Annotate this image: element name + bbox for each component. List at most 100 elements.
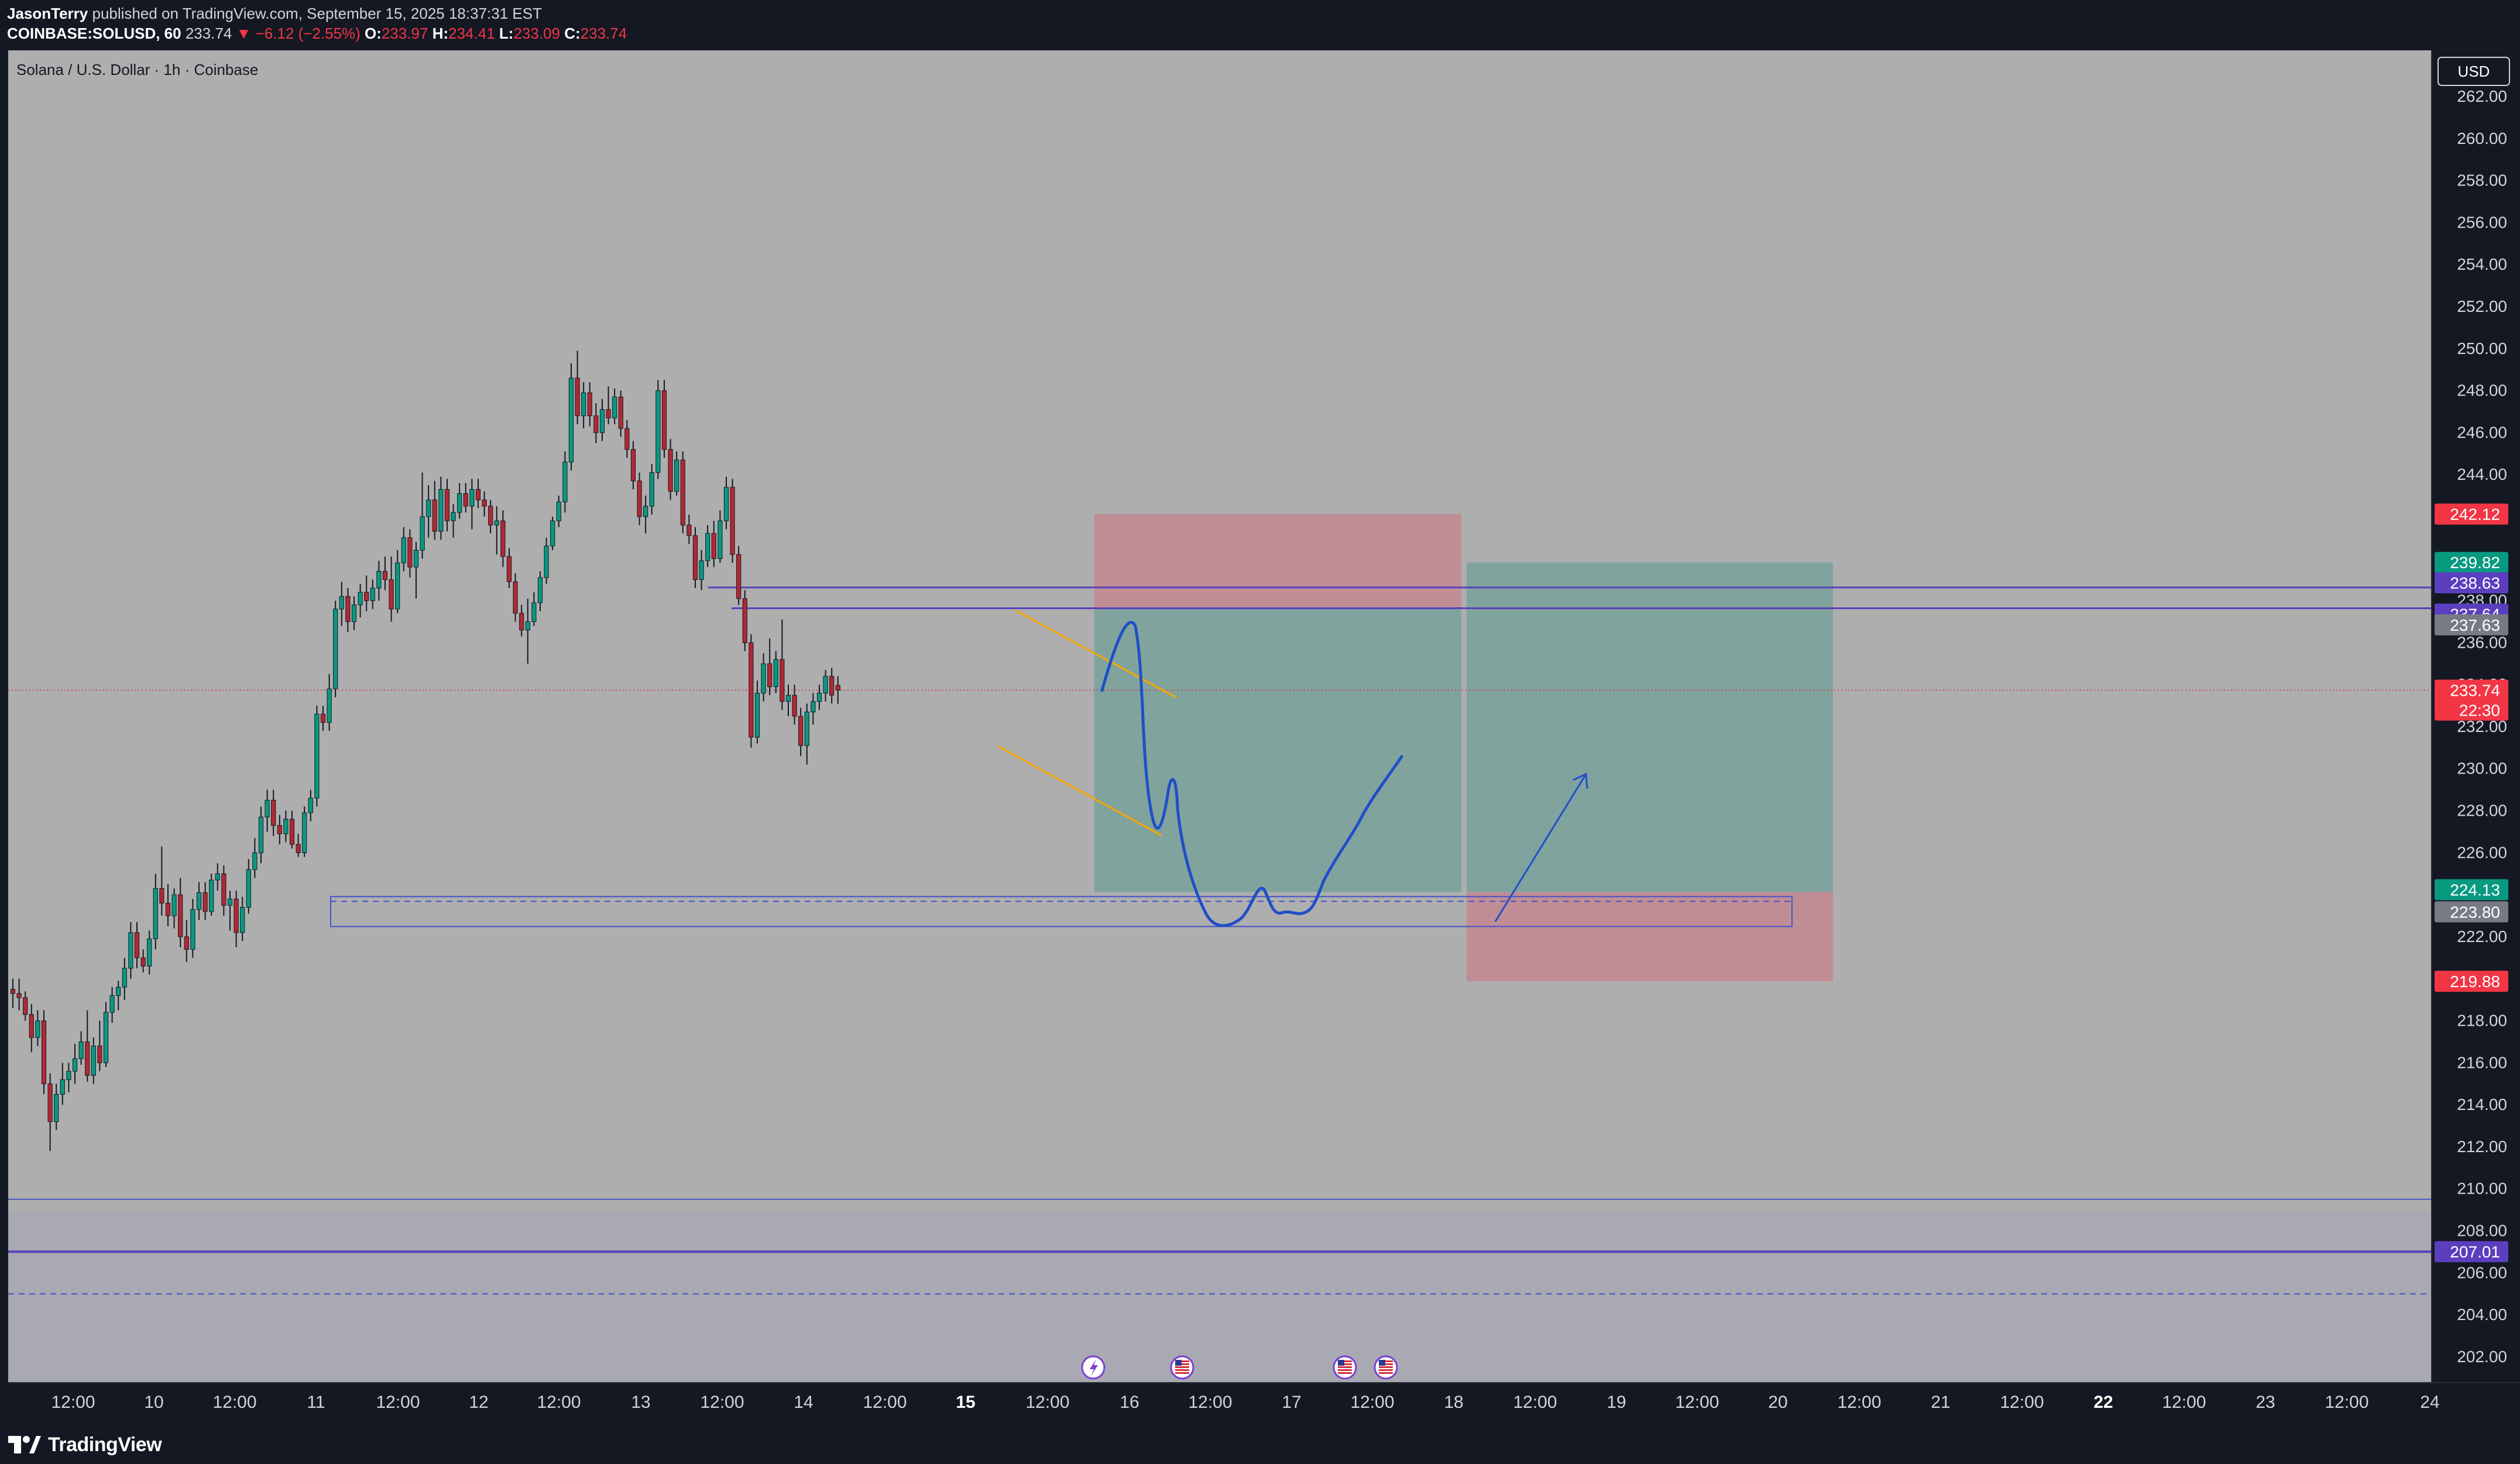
price-tick-label: 260.00 — [2457, 129, 2507, 147]
chart-title: Solana / U.S. Dollar · 1h · Coinbase — [16, 61, 258, 78]
high-value: 234.41 — [448, 25, 495, 42]
price-tick-label: 222.00 — [2457, 927, 2507, 946]
candle-body — [444, 489, 450, 521]
flag-stripe — [1379, 1372, 1393, 1374]
axis-price-label: 242.12 — [2435, 503, 2508, 525]
candle-body — [165, 903, 171, 916]
long-target-zone[interactable] — [1467, 562, 1833, 892]
time-tick-label: 21 — [1931, 1393, 1950, 1412]
candle-body — [140, 957, 146, 967]
currency-button[interactable]: USD — [2437, 57, 2510, 86]
time-tick-label: 18 — [1444, 1393, 1463, 1412]
candle-body — [730, 487, 735, 555]
candle-body — [376, 571, 382, 589]
projected-path-drawing[interactable] — [1100, 620, 1403, 927]
flag-stripe — [1338, 1360, 1352, 1362]
candle-body — [550, 520, 555, 547]
candle-body — [655, 390, 661, 473]
candle-body — [544, 545, 549, 578]
time-tick-label: 22 — [2093, 1393, 2113, 1412]
price-tick-label: 216.00 — [2457, 1053, 2507, 1071]
event-marker-us-flag-icon[interactable] — [1170, 1355, 1194, 1380]
time-tick-label: 12 — [469, 1393, 488, 1412]
price-tick-label: 250.00 — [2457, 339, 2507, 358]
time-axis-background — [0, 1383, 2520, 1424]
candle-body — [531, 602, 537, 622]
publish-info: published on TradingView.com, September … — [92, 5, 542, 22]
axis-price-label-text: 207.01 — [2450, 1243, 2500, 1261]
candle-body — [457, 493, 462, 513]
candle-body — [60, 1079, 65, 1095]
candle-body — [370, 587, 375, 602]
candle-body — [41, 1020, 47, 1084]
candle-body — [16, 993, 22, 998]
time-tick-label: 12:00 — [212, 1393, 256, 1412]
candle-body — [246, 869, 251, 908]
candle-body — [649, 472, 654, 507]
axis-price-label-bg — [2435, 552, 2508, 573]
event-marker-us-flag-icon[interactable] — [1374, 1355, 1398, 1380]
candle-body — [785, 695, 791, 702]
short-target-zone[interactable] — [1094, 608, 1461, 892]
candle-body — [618, 396, 623, 429]
low-value: 233.09 — [513, 25, 560, 42]
candle-body — [792, 695, 797, 717]
bolt-glyph — [1090, 1359, 1098, 1376]
candle-body — [525, 621, 530, 631]
event-marker-us-flag-icon[interactable] — [1333, 1355, 1357, 1380]
candle-body — [72, 1058, 78, 1072]
price-tick-label: 228.00 — [2457, 802, 2507, 820]
wedge-lower-line[interactable] — [997, 745, 1162, 837]
support-zone-box[interactable] — [330, 896, 1793, 927]
candle-body — [519, 613, 524, 631]
time-tick-label: 14 — [794, 1393, 813, 1412]
candle-body — [742, 598, 747, 643]
axis-price-label-text: 239.82 — [2450, 554, 2500, 572]
candle-body — [699, 560, 704, 580]
candle-body — [289, 819, 295, 845]
candle-body — [147, 939, 152, 967]
candle-body — [761, 663, 766, 694]
time-tick-label: 12:00 — [1675, 1393, 1719, 1412]
tradingview-logo[interactable]: TradingView — [8, 1432, 162, 1458]
axis-price-label: 233.74 22:30 — [2435, 679, 2508, 721]
time-tick-label: 12:00 — [2162, 1393, 2206, 1412]
flag-stripe — [1338, 1363, 1352, 1365]
candle-body — [283, 819, 289, 834]
flag-canton — [1379, 1360, 1385, 1366]
candle-body — [581, 392, 586, 417]
candle-body — [513, 581, 518, 614]
candle-body — [240, 907, 245, 933]
wedge-upper-line[interactable] — [1015, 609, 1177, 699]
price-tick-label: 248.00 — [2457, 382, 2507, 400]
long-arrow-shaft[interactable] — [1494, 774, 1587, 922]
candle-body — [749, 642, 754, 738]
publish-header: JasonTerry published on TradingView.com,… — [0, 0, 2520, 49]
short-stop-zone[interactable] — [1094, 514, 1461, 609]
price-tick-label: 208.00 — [2457, 1222, 2507, 1240]
author-name[interactable]: JasonTerry — [7, 5, 88, 22]
candle-body — [637, 480, 642, 517]
candle-body — [798, 716, 804, 746]
candle-body — [780, 659, 785, 702]
axis-price-label-bg — [2435, 1241, 2508, 1263]
axis-price-label-text: 219.88 — [2450, 972, 2500, 991]
ohlc-line: COINBASE:SOLUSD, 60 233.74 ▼ −6.12 (−2.5… — [7, 25, 627, 42]
price-tick-label: 226.00 — [2457, 843, 2507, 861]
time-tick-label: 11 — [307, 1393, 325, 1412]
axis-price-label-text: 223.80 — [2450, 903, 2500, 921]
candle-body — [364, 592, 369, 602]
candle-body — [420, 516, 425, 551]
candle-body — [196, 892, 202, 910]
candle-body — [122, 968, 127, 988]
candle-body — [128, 932, 133, 969]
long-stop-zone[interactable] — [1467, 892, 1833, 982]
price-chart[interactable]: 202.00 204.00 206.00 208.00 210.00 212.00 214.… — [0, 0, 2520, 1424]
price-tick-label: 246.00 — [2457, 423, 2507, 441]
lower-band — [8, 1211, 2431, 1382]
event-marker-bolt-icon[interactable] — [1081, 1355, 1105, 1380]
time-tick-label: 12:00 — [376, 1393, 420, 1412]
time-tick-label: 12:00 — [1188, 1393, 1232, 1412]
candle-body — [835, 685, 840, 690]
axis-price-label-bg — [2435, 679, 2508, 721]
